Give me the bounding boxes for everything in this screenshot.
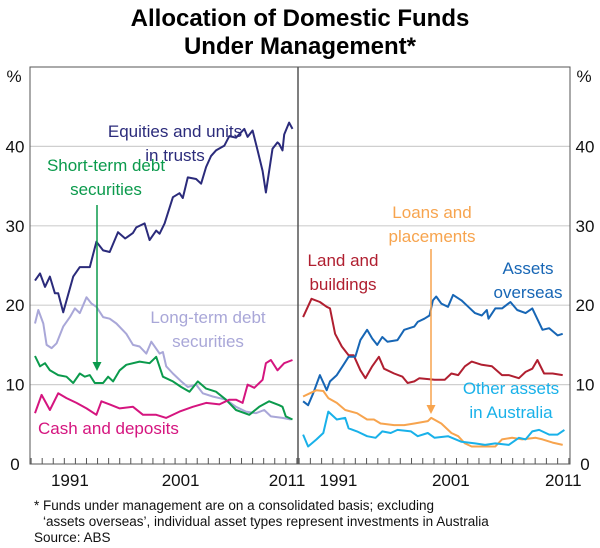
series-line-assets-overseas (302, 293, 563, 407)
series-label-equities-and-units-in-trusts: Equities and units (108, 122, 242, 141)
loans-placements-arrow (426, 249, 436, 414)
plot-frame (29, 66, 571, 465)
series-line-equities-and-units-in-trusts (34, 121, 294, 314)
series-label-land-and-buildings: buildings (309, 275, 376, 294)
footnote-line-2: ‘assets overseas’, individual asset type… (43, 514, 489, 529)
series-label-land-and-buildings: Land and (308, 251, 379, 270)
x-tick-label: 1991 (51, 471, 89, 490)
y-unit-left: % (6, 67, 21, 86)
series-label-loans-and-placements: placements (389, 227, 476, 246)
y-unit-right: % (576, 67, 591, 86)
x-tick-label: 2001 (432, 471, 470, 490)
x-tick-label: 2001 (162, 471, 200, 490)
x-tick-label: 2011 (545, 471, 582, 490)
y-tick-label-left: 40 (6, 137, 25, 156)
series-label-short-term-debt-securities: securities (70, 180, 142, 199)
y-tick-label-right: 20 (576, 296, 595, 315)
plot-border (29, 66, 571, 465)
series-label-long-term-debt-securities: Long-term debt (150, 308, 266, 327)
series-lines (34, 121, 565, 448)
source-note: Source: ABS (34, 530, 111, 545)
footnote-line-1: * Funds under management are on a consol… (34, 498, 434, 513)
series-label-equities-and-units-in-trusts: in trusts (145, 146, 205, 165)
y-tick-label-right: 30 (576, 217, 595, 236)
gridlines (30, 145, 570, 386)
axis-ticks: 0 0 10 10 20 20 30 30 40 40 1991 2001 2011 1991 2001 20… (6, 137, 595, 490)
series-line-land-and-buildings (302, 297, 563, 384)
series-label-assets-overseas: overseas (494, 283, 563, 302)
y-tick-label-left: 0 (10, 455, 19, 474)
series-label-assets-overseas: Assets (502, 259, 553, 278)
y-tick-label-right: 40 (576, 137, 595, 156)
y-tick-label-left: 30 (6, 217, 25, 236)
series-label-cash-and-deposits: Cash and deposits (38, 419, 179, 438)
series-label-short-term-debt-securities: Short-term debt (47, 156, 165, 175)
series-line-long-term-debt-securities (34, 296, 291, 421)
y-tick-label-right: 0 (580, 455, 589, 474)
series-label-long-term-debt-securities: securities (172, 332, 244, 351)
series-line-loans-and-placements (302, 389, 563, 448)
chart-title-line-1: Allocation of Domestic Funds (131, 5, 470, 32)
x-tick-label: 2011 (269, 471, 306, 490)
series-label-other-assets-in-australia: Other assets (463, 379, 559, 398)
series-label-loans-and-placements: Loans and (392, 203, 471, 222)
series-labels: Equities and units in trusts Long-term deb… (38, 122, 562, 438)
y-tick-label-right: 10 (576, 376, 595, 395)
y-tick-label-left: 20 (6, 296, 25, 315)
series-label-other-assets-in-australia: in Australia (469, 403, 553, 422)
series-line-cash-and-deposits (34, 359, 293, 419)
series-line-short-term-debt-securities (34, 355, 293, 421)
series-line-other-assets-in-australia (302, 410, 565, 448)
x-tick-label: 1991 (320, 471, 358, 490)
short-term-debt-arrow (92, 205, 102, 371)
y-tick-label-left: 10 (6, 376, 25, 395)
short-term-debt-arrow-head (92, 362, 102, 371)
loans-placements-arrow-head (426, 405, 436, 414)
chart-title-line-2: Under Management* (184, 33, 417, 60)
